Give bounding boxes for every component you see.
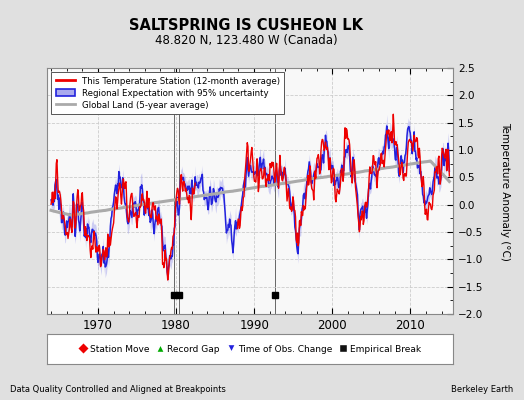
Text: Berkeley Earth: Berkeley Earth [451,386,514,394]
Y-axis label: Temperature Anomaly (°C): Temperature Anomaly (°C) [500,122,510,260]
Text: 48.820 N, 123.480 W (Canada): 48.820 N, 123.480 W (Canada) [155,34,337,47]
Legend: This Temperature Station (12-month average), Regional Expectation with 95% uncer: This Temperature Station (12-month avera… [51,72,284,114]
Text: SALTSPRING IS CUSHEON LK: SALTSPRING IS CUSHEON LK [129,18,363,33]
Text: Data Quality Controlled and Aligned at Breakpoints: Data Quality Controlled and Aligned at B… [10,386,226,394]
Legend: Station Move, Record Gap, Time of Obs. Change, Empirical Break: Station Move, Record Gap, Time of Obs. C… [75,341,425,357]
